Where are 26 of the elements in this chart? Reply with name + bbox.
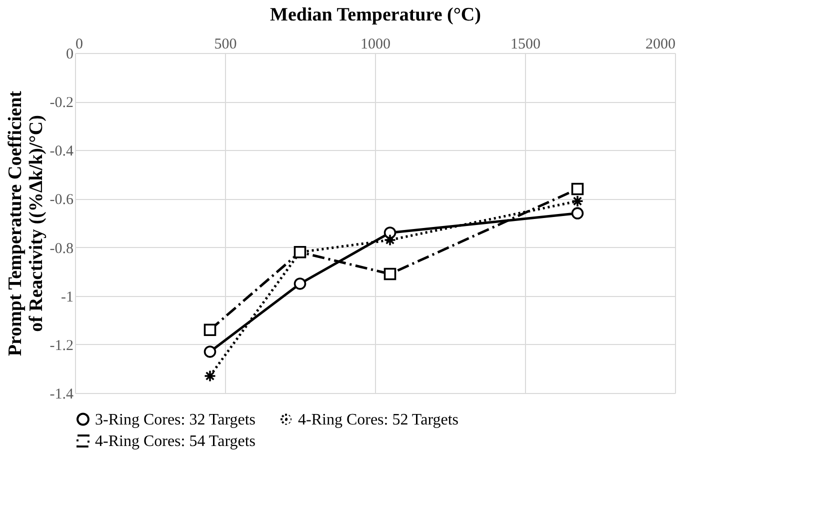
point xyxy=(384,234,396,246)
y-tick-label: -1 xyxy=(61,289,74,306)
point xyxy=(571,207,584,220)
point xyxy=(204,346,216,358)
point xyxy=(294,278,306,290)
point xyxy=(204,324,216,336)
y-tick-label: -0.6 xyxy=(50,192,74,208)
y-tick-label: 0 xyxy=(66,46,74,62)
x-tick-label: 1500 xyxy=(510,36,540,52)
legend-label: 4-Ring Cores: 54 Targets xyxy=(95,433,256,450)
y-tick-label: -0.8 xyxy=(50,240,74,257)
point xyxy=(384,268,396,280)
point xyxy=(204,370,216,382)
y-axis-title: Prompt Temperature Coefficient of Reactivity ((%Δk/k)/°C) xyxy=(4,90,47,356)
legend-label: 3-Ring Cores: 32 Targets xyxy=(95,411,256,428)
x-tick-label: 1000 xyxy=(360,36,390,52)
point xyxy=(571,195,584,208)
y-tick-label: -0.2 xyxy=(50,95,74,112)
x-axis-title: Median Temperature (°C) xyxy=(270,4,481,26)
y-tick-label: -1.2 xyxy=(50,338,74,354)
legend-label: 4-Ring Cores: 52 Targets xyxy=(298,411,458,428)
point xyxy=(571,182,584,196)
x-tick-label: 2000 xyxy=(646,36,676,52)
y-tick-label: -1.4 xyxy=(50,386,74,402)
x-tick-label: 500 xyxy=(214,36,237,52)
y-tick-label: -0.4 xyxy=(50,144,74,160)
